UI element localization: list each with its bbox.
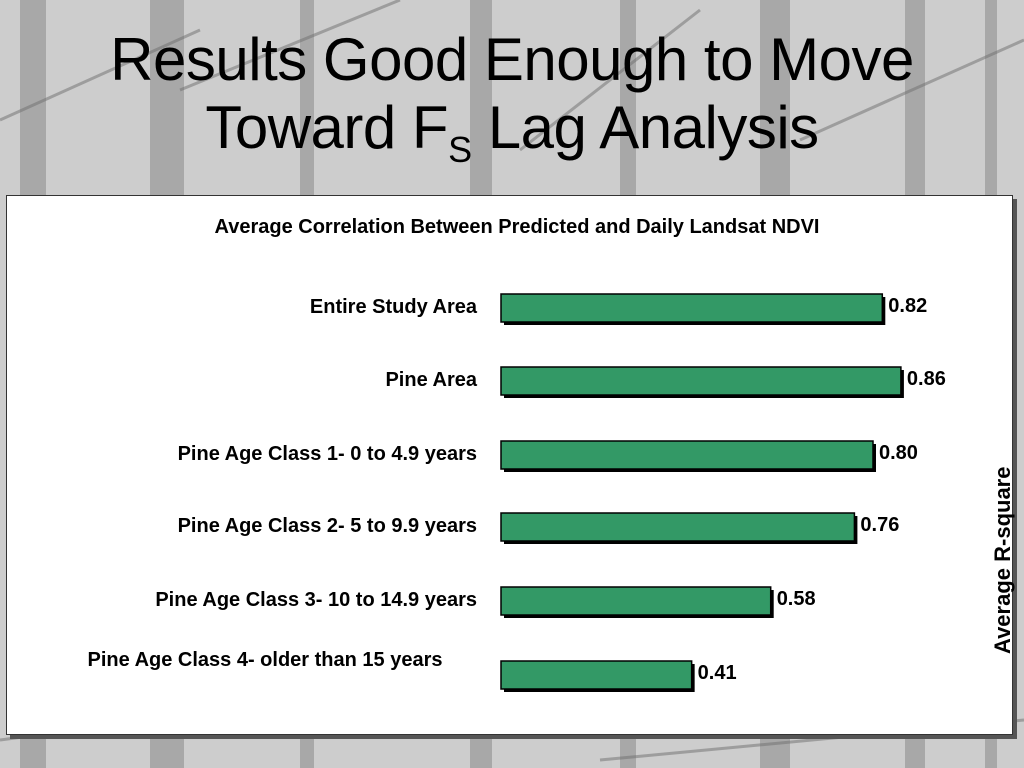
value-label: 0.82 [888,295,928,317]
chart-panel: Average Correlation Between Predicted an… [6,195,1015,735]
slide-title-line2: Toward FS Lag Analysis [0,94,1024,168]
category-label: Pine Age Class 2- 5 to 9.9 years [177,515,477,537]
category-label: Pine Age Class 1- 0 to 4.9 years [177,443,477,465]
value-label: 0.76 [860,514,900,536]
slide-title-line1: Results Good Enough to Move [110,26,914,93]
value-label: 0.41 [697,662,737,684]
bar [500,293,884,323]
slide-title: Results Good Enough to Move Toward FS La… [0,26,1024,168]
category-label: Entire Study Area [309,296,477,318]
value-label: 0.86 [906,368,946,390]
title-line2-pre: Toward F [205,94,449,161]
bar [500,586,772,616]
y-axis-label: Average R-square [990,466,1015,654]
title-line2-post: Lag Analysis [471,94,819,161]
bar [500,440,874,470]
title-subscript: S [448,129,472,170]
bar [500,512,856,542]
bar [500,366,902,396]
bar-chart [500,293,904,692]
chart-title: Average Correlation Between Predicted an… [214,216,820,238]
value-label: 0.58 [776,588,816,610]
value-label: 0.80 [879,442,918,464]
category-label: Pine Area [385,369,477,391]
bar [500,660,693,690]
category-label: Pine Age Class 4- older than 15 years [87,649,443,671]
category-label: Pine Age Class 3- 10 to 14.9 years [155,589,477,611]
